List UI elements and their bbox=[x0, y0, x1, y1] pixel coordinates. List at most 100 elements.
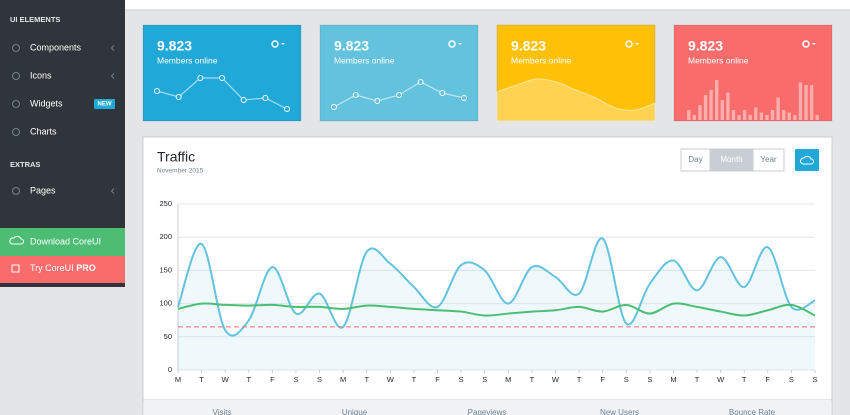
series-line bbox=[177, 237, 816, 337]
caret bbox=[812, 43, 816, 45]
spark-bar bbox=[715, 80, 719, 120]
spark-bar bbox=[804, 85, 808, 120]
settings-icon bbox=[802, 40, 810, 48]
footer-label: Bounce Rate bbox=[729, 408, 776, 415]
sidebar-title: UI ELEMENTS bbox=[10, 15, 60, 24]
x-tick-label: M bbox=[175, 375, 181, 384]
stat-label: Members online bbox=[511, 55, 572, 65]
spark-point bbox=[461, 95, 467, 101]
nav-item[interactable] bbox=[0, 178, 125, 204]
nav-item[interactable] bbox=[0, 119, 125, 145]
range-button[interactable] bbox=[752, 148, 785, 172]
range-button-label: Month bbox=[720, 155, 742, 164]
spark-bar bbox=[759, 112, 764, 120]
nav-icon bbox=[12, 72, 20, 80]
download-chart-button[interactable] bbox=[795, 149, 819, 171]
top-bar bbox=[125, 0, 850, 10]
x-tick-label: S bbox=[459, 375, 464, 384]
spark-bar bbox=[770, 110, 775, 120]
spark-area bbox=[496, 78, 656, 122]
spark-bar bbox=[698, 105, 702, 120]
card-footer bbox=[144, 400, 831, 415]
x-tick-label: S bbox=[647, 375, 652, 384]
spark-bar bbox=[742, 110, 747, 120]
footer-label: New Users bbox=[600, 408, 639, 415]
spark-bar bbox=[815, 115, 819, 120]
x-tick-label: F bbox=[270, 375, 275, 384]
spark-point bbox=[396, 92, 402, 98]
nav-icon bbox=[12, 44, 20, 52]
spark-bar bbox=[776, 97, 780, 120]
spark-point bbox=[284, 106, 290, 112]
badge bbox=[94, 99, 115, 109]
chevron bbox=[110, 45, 115, 51]
chevron bbox=[110, 188, 115, 194]
spark-bar bbox=[720, 100, 724, 120]
spark-point bbox=[175, 94, 182, 100]
spark-bar bbox=[687, 110, 691, 120]
nav-label: Pages bbox=[30, 185, 56, 195]
x-tick-label: F bbox=[435, 375, 440, 384]
nav-label: Icons bbox=[30, 70, 52, 80]
y-tick-label: 0 bbox=[168, 365, 172, 374]
caret bbox=[281, 43, 285, 45]
stat-value: 9.823 bbox=[334, 38, 369, 54]
spark-point bbox=[219, 75, 225, 81]
spark-point bbox=[352, 92, 359, 98]
spark-bar bbox=[787, 112, 791, 120]
spark-bar bbox=[765, 115, 769, 120]
settings-icon bbox=[448, 40, 456, 48]
x-tick-label: S bbox=[317, 375, 322, 384]
nav-item[interactable] bbox=[0, 63, 125, 89]
caret bbox=[458, 43, 462, 45]
spark-bar bbox=[709, 90, 713, 120]
download-button[interactable] bbox=[0, 228, 125, 256]
nav-icon bbox=[12, 100, 20, 108]
x-tick-label: S bbox=[789, 375, 794, 384]
x-tick-label: W bbox=[222, 375, 230, 384]
spark-point bbox=[417, 79, 424, 85]
y-tick-label: 200 bbox=[159, 232, 172, 241]
nav-label: Widgets bbox=[30, 98, 63, 108]
spark-bar bbox=[726, 92, 730, 120]
x-tick-label: T bbox=[246, 375, 251, 384]
cube-icon bbox=[11, 264, 20, 273]
footer-label: Unique bbox=[342, 408, 368, 415]
cloud-icon bbox=[799, 155, 814, 165]
spark-point bbox=[197, 75, 204, 81]
caret bbox=[635, 43, 639, 45]
stat-label: Members online bbox=[334, 55, 395, 65]
spark-point bbox=[240, 97, 247, 103]
spark-bar bbox=[782, 110, 786, 120]
nav-icon bbox=[12, 187, 20, 195]
settings-icon bbox=[625, 40, 633, 48]
x-tick-label: S bbox=[624, 375, 629, 384]
spark-bar bbox=[748, 115, 752, 120]
spark-point bbox=[262, 95, 269, 101]
x-tick-label: M bbox=[340, 375, 346, 384]
stat-label: Members online bbox=[157, 55, 218, 65]
stat-label: Members online bbox=[688, 55, 749, 65]
stat-value: 9.823 bbox=[688, 38, 723, 54]
footer-label: Pageviews bbox=[468, 408, 507, 415]
pro-prefix: Try CoreUI bbox=[30, 263, 74, 273]
spark-point bbox=[154, 88, 160, 94]
download-label: Download CoreUI bbox=[30, 236, 101, 246]
nav-label: Charts bbox=[30, 126, 57, 136]
series-area bbox=[178, 238, 815, 370]
x-tick-label: T bbox=[577, 375, 582, 384]
traffic-title: Traffic bbox=[157, 149, 195, 165]
pro-label: Try CoreUI PRO bbox=[30, 263, 96, 273]
pro-button[interactable] bbox=[0, 256, 125, 283]
spark-point bbox=[374, 98, 381, 104]
spark-point bbox=[439, 90, 446, 96]
x-tick-label: T bbox=[695, 375, 700, 384]
spark-point bbox=[331, 104, 337, 110]
nav-icon bbox=[12, 128, 20, 136]
x-tick-label: T bbox=[742, 375, 747, 384]
stat-value: 9.823 bbox=[511, 38, 546, 54]
spark-bar bbox=[754, 107, 758, 120]
cloud-icon bbox=[9, 235, 24, 245]
range-button-label: Year bbox=[760, 155, 777, 164]
